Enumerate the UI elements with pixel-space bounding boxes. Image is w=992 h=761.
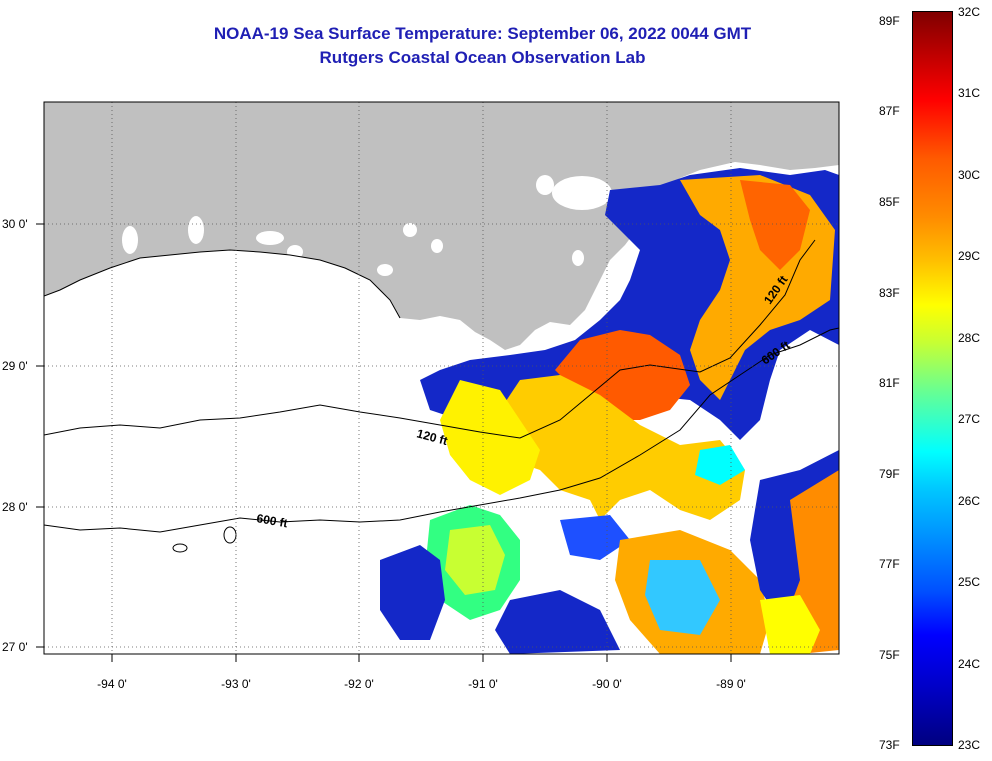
map-subtitle: Rutgers Coastal Ocean Observation Lab: [319, 48, 646, 67]
colorbar-f-label: 85F: [879, 195, 900, 209]
colorbar-c-label: 30C: [958, 168, 981, 182]
colorbar-c-label: 24C: [958, 657, 981, 671]
graticule: [44, 102, 839, 654]
land-mass: [44, 102, 839, 350]
temperature-colorbar: [912, 11, 953, 746]
contour-120ft: [44, 239, 816, 439]
colorbar-f-label: 77F: [879, 557, 900, 571]
colorbar-f-label: 79F: [879, 467, 900, 481]
colorbar-f-label: 83F: [879, 286, 900, 300]
colorbar-c-label: 29C: [958, 249, 981, 263]
lon-label: -92 0': [344, 677, 374, 691]
lon-label: -90 0': [592, 677, 622, 691]
colorbar-f-label: 81F: [879, 376, 900, 390]
contour-island: [223, 526, 237, 544]
colorbar-f-label: 87F: [879, 104, 900, 118]
contour-label: 600 ft: [255, 511, 288, 530]
coastline: [44, 249, 401, 319]
colorbar-c-label: 32C: [958, 5, 981, 19]
colorbar-f-label: 89F: [879, 14, 900, 28]
map-title: NOAA-19 Sea Surface Temperature: Septemb…: [213, 24, 752, 43]
colorbar-f-label: 73F: [879, 738, 900, 752]
lon-label: -93 0': [221, 677, 251, 691]
lat-label: 30 0': [2, 217, 28, 231]
lon-label: -91 0': [468, 677, 498, 691]
lat-label: 27 0': [2, 640, 28, 654]
colorbar-c-label: 27C: [958, 412, 981, 426]
colorbar-c-label: 26C: [958, 494, 981, 508]
contour-600ft: [44, 327, 839, 533]
colorbar-f-label: 75F: [879, 648, 900, 662]
lon-label: -94 0': [97, 677, 127, 691]
lat-label: 28 0': [2, 500, 28, 514]
contour-island: [172, 543, 188, 553]
colorbar-c-label: 28C: [958, 331, 981, 345]
lat-label: 29 0': [2, 359, 28, 373]
map-frame: [43, 101, 840, 655]
lon-label: -89 0': [716, 677, 746, 691]
frame-ticks: [36, 223, 732, 662]
colorbar-c-label: 25C: [958, 575, 981, 589]
colorbar-c-label: 23C: [958, 738, 981, 752]
colorbar-c-label: 31C: [958, 86, 981, 100]
